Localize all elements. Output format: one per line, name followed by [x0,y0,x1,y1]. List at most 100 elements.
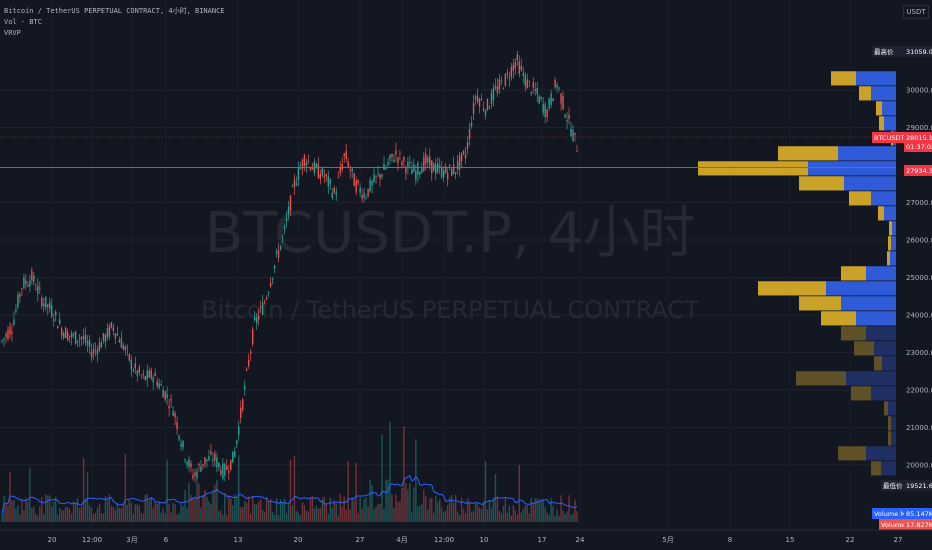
candle-body [82,336,85,339]
volume-profile-up-bar [846,371,896,386]
candle-body [90,351,93,358]
volume-bars [1,421,578,522]
candle-body [110,322,113,328]
volume-profile-down-bar [874,356,882,371]
volume-bar [544,507,546,522]
volume-bar [349,509,351,522]
volume-bar [174,504,176,522]
candle-body [337,177,339,178]
time-axis[interactable] [0,530,932,550]
legend-volume-line[interactable]: Vol · BTC [4,18,42,26]
volume-bar [351,496,353,522]
price-axis[interactable] [896,0,932,530]
candle-body [27,285,29,287]
symbol-tag: BTCUSDT.P [874,134,910,142]
candle-body [108,326,111,337]
volume-bar [397,502,399,522]
volume-bar [35,513,37,522]
time-tick-label: 6 [164,536,169,544]
currency-unit-button[interactable]: USDT [903,5,929,19]
volume-bar [468,501,471,522]
candle-body [192,475,194,479]
volume-profile-up-bar [844,176,896,191]
candle-body [273,265,276,269]
candle-body [522,72,524,76]
candle-body [319,174,322,179]
candle-body [11,331,13,334]
volume-bar [389,421,391,522]
candle-body [7,329,9,340]
volume-bar [184,489,186,522]
candle-body [514,62,517,69]
volume-profile-up-bar [882,101,896,116]
candle-body [228,471,230,473]
chart-legend: Bitcoin / TetherUS PERPETUAL CONTRACT, 4… [4,6,225,39]
candle-body [486,98,489,110]
volume-bar [482,501,485,522]
volume-bar [196,477,198,522]
volume-bar [62,510,65,522]
volume-bar [564,514,566,522]
time-tick-label: 20 [48,536,57,544]
candle-body [381,174,383,177]
candle-body [403,157,405,162]
candle-body [128,354,131,361]
candle-body [417,162,419,175]
volume-bar [460,497,463,522]
volume-bar [102,513,105,522]
volume-bar [281,501,284,522]
candle-body [58,319,61,325]
volume-bar [220,510,222,522]
candle-body [351,168,353,172]
volume-bar [33,506,35,522]
candle-body [331,192,333,198]
candle-body [21,288,23,290]
price-candles [1,50,578,483]
volume-bar [506,512,509,522]
candle-body [383,163,385,171]
candle-body [234,451,236,457]
volume-bar [550,498,552,522]
legend-vrvp-line[interactable]: VRVP [4,29,21,37]
candle-body [53,319,55,322]
volume-bar [72,501,75,522]
candle-body [120,338,123,348]
candle-body [47,304,49,307]
volume-profile-up-bar [871,191,896,206]
candle-body [267,292,270,294]
volume-bar [393,507,395,522]
candle-body [29,280,31,287]
volume-profile-down-bar [884,401,888,416]
volume-bar [542,499,544,522]
candle-body [327,175,329,187]
volume-bar [313,508,316,522]
volume-profile-up-bar [892,221,896,236]
volume-bar [456,511,459,522]
candle-body [415,171,417,181]
volume-bar [556,509,558,522]
candle-body [429,156,431,166]
candle-body [427,157,429,163]
volume-bar [160,512,162,522]
candle-body [188,459,190,468]
volume-profile-down-bar [887,251,890,266]
volume-bar [283,498,286,522]
candle-body [562,96,564,109]
candle-body [170,398,172,401]
volume-bar [255,504,258,522]
volume-profile [698,71,896,476]
candle-body [186,461,188,466]
candle-body [301,159,304,169]
volume-bar [84,498,87,522]
legend-symbol-line[interactable]: Bitcoin / TetherUS PERPETUAL CONTRACT, 4… [4,7,225,15]
volume-bar [234,494,236,522]
volume-bar [323,496,326,522]
volume-profile-down-bar [831,71,856,86]
volume-bar [474,503,477,522]
candle-body [51,305,53,317]
time-tick-label: 27 [356,536,365,544]
volume-bar [246,502,248,522]
volume-bar [74,502,77,522]
